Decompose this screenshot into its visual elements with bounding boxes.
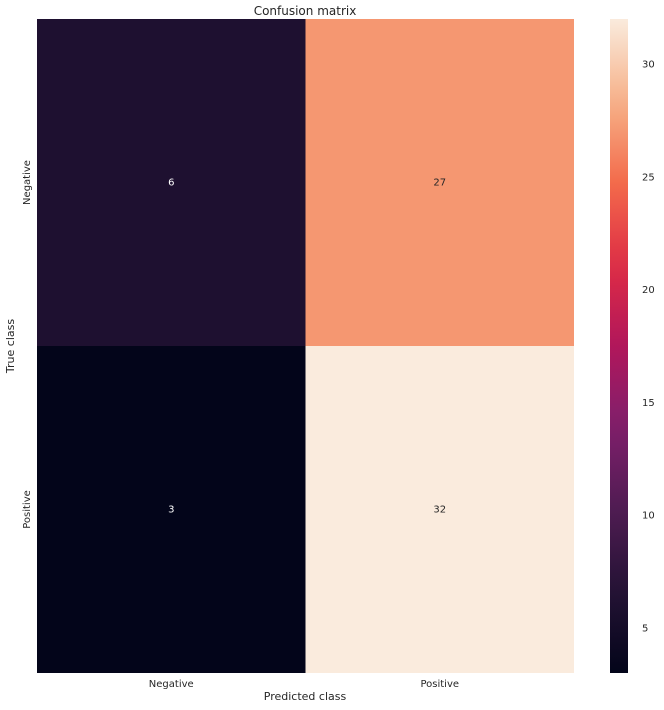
- heatmap-cell: [37, 346, 306, 673]
- x-tick-label: Positive: [420, 679, 459, 690]
- heatmap-cell-value: 27: [433, 178, 446, 189]
- colorbar-tick-label: 10: [642, 511, 655, 522]
- heatmap-cell-value: 6: [168, 178, 174, 189]
- y-tick-label: Positive: [22, 490, 33, 529]
- chart-title: Confusion matrix: [254, 4, 357, 18]
- heatmap-cell-labels: 6 27 3 32: [168, 178, 446, 516]
- x-tick-labels: Negative Positive: [149, 679, 459, 690]
- heatmap-cell: [37, 19, 306, 346]
- heatmap-cell-value: 3: [168, 505, 174, 516]
- x-axis-label: Predicted class: [264, 690, 347, 703]
- colorbar-tick-label: 25: [642, 172, 655, 183]
- colorbar-tick-label: 20: [642, 285, 655, 296]
- heatmap-cells: [37, 19, 574, 673]
- y-axis-label: True class: [4, 319, 17, 374]
- heatmap-cell: [305, 346, 574, 673]
- colorbar: [610, 19, 628, 673]
- colorbar-tick-label: 15: [642, 398, 655, 409]
- heatmap-cell-value: 32: [433, 505, 446, 516]
- x-tick-label: Negative: [149, 679, 194, 690]
- heatmap-cell: [305, 19, 574, 346]
- colorbar-tick-label: 30: [642, 60, 655, 71]
- colorbar-tick-label: 5: [642, 623, 648, 634]
- colorbar-ticks: 5 10 15 20 25 30: [642, 60, 655, 635]
- y-tick-label: Negative: [22, 160, 33, 205]
- y-tick-labels: Negative Positive: [22, 160, 33, 529]
